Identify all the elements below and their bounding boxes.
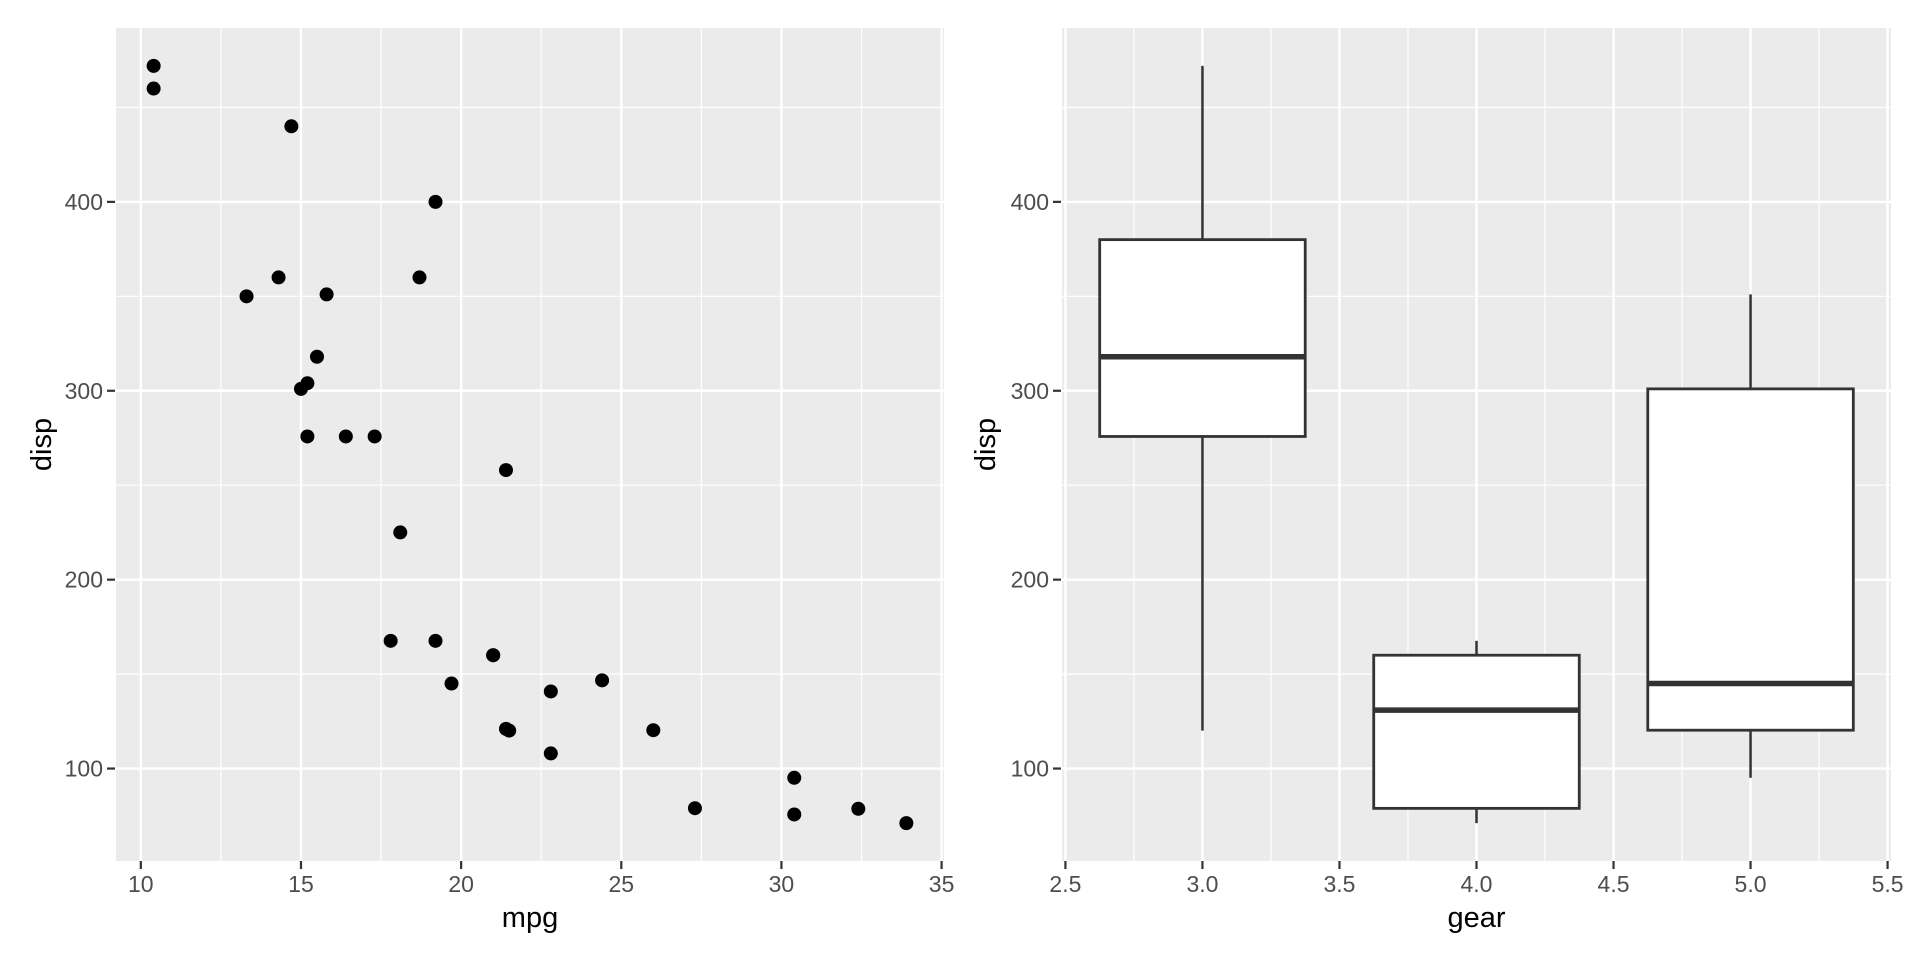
y-tick-label: 400 [65,189,103,215]
y-tick-label: 200 [1011,567,1049,593]
x-tick-label: 35 [929,871,955,897]
data-point [543,684,558,699]
x-tick-label: 2.5 [1049,871,1081,897]
x-tick-label: 3.0 [1186,871,1218,897]
data-point [428,633,443,648]
y-axis-title: disp [970,418,1002,471]
iqr-box [1646,387,1855,732]
x-axis-title: gear [1447,902,1505,934]
data-point [146,81,161,96]
x-tick-label: 25 [608,871,634,897]
data-point [309,349,324,364]
gridlines [116,28,944,861]
y-axis-title: disp [26,418,58,471]
data-point [338,429,353,444]
data-point [486,648,501,663]
data-point [393,525,408,540]
data-point [787,770,802,785]
data-point [300,429,315,444]
x-tick-label: 4.0 [1461,871,1493,897]
data-point [899,816,914,831]
y-tick-label: 400 [1011,189,1049,215]
data-point [271,270,286,285]
y-tick-label: 100 [1011,756,1049,782]
box-gear-4 [1372,640,1581,824]
data-point [367,429,382,444]
data-point [595,673,610,688]
data-point [498,721,513,736]
x-tick-label: 20 [448,871,474,897]
iqr-box [1372,653,1581,810]
data-point [428,194,443,209]
box-gear-5 [1646,294,1855,778]
scatter-plot-mpg-vs-disp: 10 15 20 25 30 35 100 200 300 400 mpg disp [26,28,955,934]
axes: 2.5 3.0 3.5 4.0 4.5 5.0 5.5 100 200 300 400 [1011,189,1904,897]
iqr-box [1098,238,1307,438]
data-point [412,270,427,285]
x-tick-label: 5.5 [1872,871,1904,897]
x-tick-label: 3.5 [1323,871,1355,897]
data-point [498,463,513,478]
y-tick-label: 300 [1011,378,1049,404]
x-tick-label: 30 [769,871,795,897]
boxplot-chart-svg: 2.5 3.0 3.5 4.0 4.5 5.0 5.5 100 200 300 400 gear dis… [970,28,1904,934]
y-tick-label: 100 [65,756,103,782]
data-point [293,381,308,396]
data-point [687,801,702,816]
data-point [383,633,398,648]
data-point [646,723,661,738]
y-tick-label: 200 [65,567,103,593]
data-point [146,58,161,73]
data-point [319,287,334,302]
y-tick-label: 300 [65,378,103,404]
plot-panel [116,28,944,861]
x-axis-title: mpg [502,902,558,934]
x-tick-label: 10 [128,871,154,897]
data-point [851,801,866,816]
scatter-chart-svg: 10 15 20 25 30 35 100 200 300 400 mpg disp [26,28,955,934]
x-tick-label: 4.5 [1598,871,1630,897]
data-point [444,676,459,691]
x-tick-label: 5.0 [1735,871,1767,897]
data-point [543,746,558,761]
box-gear-3 [1098,65,1307,731]
boxplot-disp-by-gear: 2.5 3.0 3.5 4.0 4.5 5.0 5.5 100 200 300 400 gear dis… [960,0,1920,960]
axes: 10 15 20 25 30 35 100 200 300 400 [65,189,955,897]
data-point [787,807,802,822]
x-tick-label: 15 [288,871,314,897]
data-point [239,289,254,304]
scatter-points [146,58,914,831]
data-point [284,119,299,134]
